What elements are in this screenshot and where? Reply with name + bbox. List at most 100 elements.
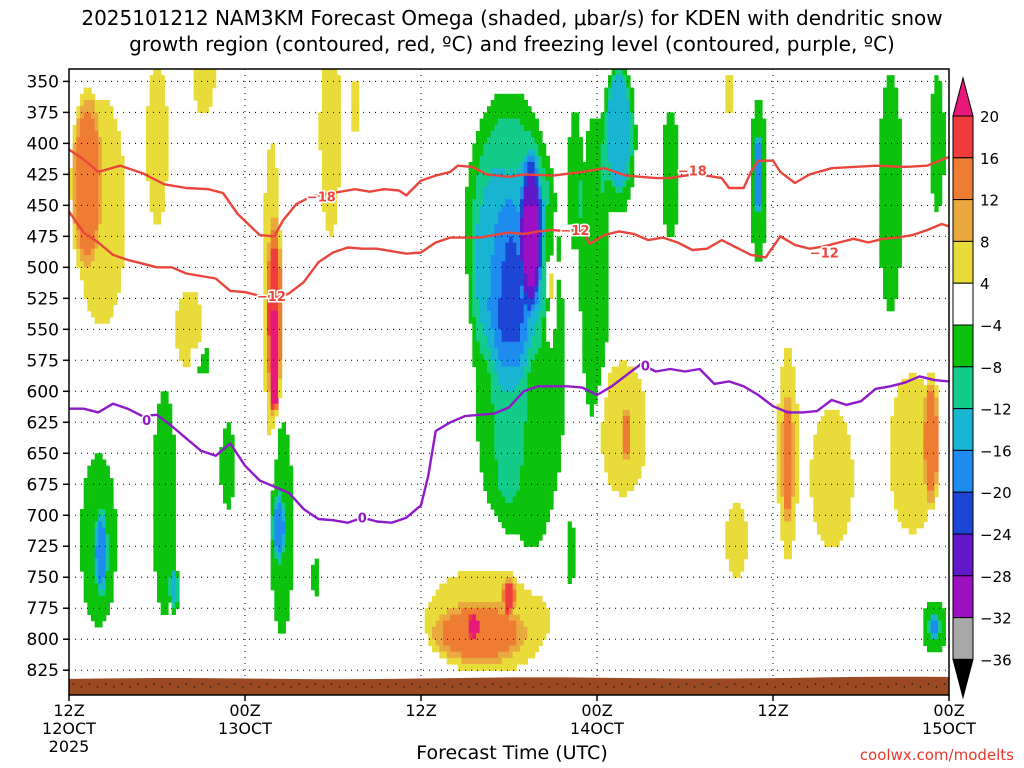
omega-cell: [179, 354, 184, 361]
omega-cell: [622, 87, 627, 95]
omega-cell: [608, 130, 613, 138]
omega-cell: [784, 502, 789, 510]
omega-cell: [450, 657, 455, 665]
omega-cell: [586, 230, 591, 237]
omega-cell: [619, 428, 624, 436]
omega-cell: [87, 577, 92, 585]
omega-cell: [619, 409, 624, 417]
omega-cell: [274, 602, 279, 609]
omega-cell: [509, 329, 514, 337]
omega-cell: [523, 217, 528, 225]
omega-cell: [336, 149, 341, 157]
omega-cell: [190, 316, 195, 324]
omega-cell: [743, 527, 748, 535]
omega-cell: [523, 323, 528, 330]
omega-cell: [479, 254, 484, 262]
omega-cell: [776, 422, 781, 430]
omega-cell: [281, 608, 286, 616]
omega-cell: [182, 341, 187, 349]
omega-cell: [83, 577, 88, 585]
omega-cell: [87, 515, 92, 523]
omega-cell: [538, 161, 543, 169]
omega-cell: [795, 484, 800, 492]
omega-cell: [87, 87, 92, 95]
omega-cell: [289, 521, 294, 529]
omega-cell: [523, 137, 528, 144]
omega-cell: [512, 440, 517, 448]
omega-cell: [575, 223, 580, 231]
omega-cell: [278, 304, 283, 312]
omega-cell: [520, 223, 525, 231]
omega-cell: [619, 403, 624, 411]
omega-cell: [501, 509, 506, 516]
omega-cell: [791, 527, 796, 535]
omega-cell: [762, 118, 767, 126]
omega-cell: [520, 304, 525, 312]
omega-cell: [160, 558, 165, 566]
omega-cell: [171, 564, 176, 572]
omega-cell: [531, 242, 536, 250]
omega-cell: [597, 310, 602, 318]
omega-cell: [230, 471, 235, 479]
omega-cell: [494, 285, 499, 293]
omega-cell: [732, 502, 737, 510]
omega-cell: [509, 106, 514, 113]
omega-cell: [754, 236, 759, 244]
omega-cell: [784, 496, 789, 504]
omega-cell: [157, 99, 162, 107]
omega-cell: [226, 471, 231, 479]
omega-cell: [102, 106, 107, 113]
omega-cell: [479, 354, 484, 361]
omega-cell: [754, 180, 759, 188]
omega-cell: [527, 645, 532, 653]
omega-cell: [604, 329, 609, 337]
omega-cell: [501, 403, 506, 411]
omega-cell: [578, 161, 583, 169]
omega-cell: [116, 248, 121, 256]
omega-cell: [784, 465, 789, 473]
omega-cell: [615, 106, 620, 113]
omega-cell: [512, 298, 517, 306]
omega-cell: [622, 459, 627, 467]
omega-cell: [604, 236, 609, 244]
omega-cell: [494, 124, 499, 132]
omega-cell: [542, 168, 547, 175]
omega-cell: [98, 261, 103, 268]
omega-cell: [76, 130, 81, 138]
omega-cell: [105, 267, 110, 275]
omega-cell: [674, 211, 679, 219]
omega-cell: [160, 155, 165, 163]
omega-cell: [512, 248, 517, 256]
omega-cell: [490, 304, 495, 312]
omega-cell: [289, 533, 294, 541]
omega-cell: [208, 75, 213, 82]
omega-cell: [285, 608, 290, 616]
omega-cell: [527, 137, 532, 144]
omega-cell: [439, 651, 444, 659]
omega-cell: [523, 99, 528, 107]
omega-cell: [758, 155, 763, 163]
omega-cell: [223, 447, 228, 454]
omega-cell: [520, 608, 525, 616]
omega-cell: [322, 186, 327, 194]
omega-cell: [637, 440, 642, 448]
omega-cell: [105, 298, 110, 306]
omega-cell: [479, 137, 484, 144]
omega-cell: [113, 521, 118, 529]
omega-cell: [164, 106, 169, 113]
omega-cell: [542, 378, 547, 386]
omega-cell: [102, 124, 107, 132]
omega-cell: [157, 192, 162, 200]
omega-cell: [538, 397, 543, 405]
omega-cell: [153, 552, 158, 560]
omega-cell: [608, 143, 613, 151]
omega-cell: [512, 106, 517, 113]
omega-cell: [157, 199, 162, 206]
omega-cell: [641, 453, 646, 461]
omega-cell: [157, 112, 162, 120]
omega-cell: [556, 254, 561, 262]
omega-cell: [465, 602, 470, 609]
omega-cell: [270, 211, 275, 219]
omega-cell: [149, 155, 154, 163]
omega-cell: [626, 416, 631, 423]
